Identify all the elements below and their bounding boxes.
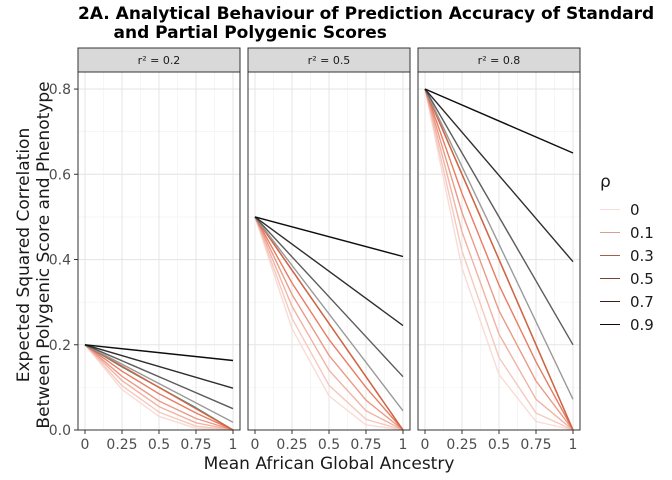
- x-tick-label: 0.25: [446, 437, 477, 453]
- y-tick-label: 0.2: [49, 338, 71, 354]
- legend-key: [600, 232, 620, 233]
- series-line: [84, 344, 234, 431]
- series-line: [424, 88, 574, 346]
- chart-title: 2A. Analytical Behaviour of Prediction A…: [78, 4, 655, 43]
- series-line: [424, 88, 574, 431]
- legend-key: [600, 209, 620, 210]
- legend-item: 0.3: [600, 244, 654, 267]
- facet-strip: [417, 47, 581, 73]
- legend-title: ρ: [600, 172, 611, 192]
- series-line: [424, 88, 574, 431]
- series-line: [254, 216, 404, 327]
- y-tick-label: 0.4: [49, 253, 71, 269]
- series-line: [254, 216, 404, 431]
- series-line: [424, 88, 574, 431]
- legend-item: 0.7: [600, 290, 654, 313]
- x-tick-label: 0.25: [106, 437, 137, 453]
- legend-item: 0.5: [600, 267, 654, 290]
- x-tick-label: 1: [229, 437, 238, 453]
- series-line: [424, 88, 574, 400]
- series-line: [84, 344, 234, 431]
- y-tick-label: 0.0: [49, 423, 71, 439]
- x-tick-label: 0: [251, 437, 260, 453]
- series-line: [424, 88, 574, 431]
- legend-label: 0.5: [630, 269, 654, 288]
- legend-key: [600, 255, 620, 256]
- y-tick-label: 0.8: [49, 82, 71, 98]
- y-axis-label: Expected Squared Correlation Between Pol…: [14, 81, 54, 429]
- series-line: [254, 216, 404, 431]
- series-line: [84, 344, 234, 362]
- series-line: [84, 344, 234, 389]
- series-line: [84, 344, 234, 431]
- legend-label: 0.7: [630, 292, 654, 311]
- series-line: [84, 344, 234, 431]
- y-tick-label: 0.6: [49, 167, 71, 183]
- legend-label: 0: [630, 200, 640, 219]
- x-tick-label: 0.75: [520, 437, 551, 453]
- series-line: [84, 344, 234, 423]
- legend-label: 0.1: [630, 223, 654, 242]
- x-tick-label: 0.5: [148, 437, 170, 453]
- legend-label: 0.3: [630, 246, 654, 265]
- legend-item: 0: [600, 198, 654, 221]
- facet-strip: [77, 47, 241, 73]
- legend: ρ 0 0.1 0.3 0.5 0.7 0.9: [600, 172, 654, 336]
- facet-strip-label: r² = 0.5: [308, 54, 351, 67]
- legend-item: 0.1: [600, 221, 654, 244]
- x-tick-label: 0.75: [180, 437, 211, 453]
- series-line: [424, 88, 574, 431]
- legend-label: 0.9: [630, 315, 654, 334]
- x-tick-label: 0.75: [350, 437, 381, 453]
- x-tick-label: 0.5: [318, 437, 340, 453]
- series-line: [424, 88, 574, 431]
- series-line: [424, 88, 574, 154]
- x-tick-label: 0: [421, 437, 430, 453]
- x-tick-label: 0: [81, 437, 90, 453]
- series-line: [254, 216, 404, 431]
- series-line: [254, 216, 404, 378]
- series-line: [84, 344, 234, 410]
- series-line: [254, 216, 404, 431]
- series-line: [254, 216, 404, 431]
- series-line: [84, 344, 234, 431]
- legend-key: [600, 278, 620, 279]
- series-line: [254, 216, 404, 412]
- legend-item: 0.9: [600, 313, 654, 336]
- facet-strip-label: r² = 0.2: [138, 54, 181, 67]
- legend-key: [600, 324, 620, 325]
- x-tick-label: 0.25: [276, 437, 307, 453]
- x-tick-label: 1: [569, 437, 578, 453]
- legend-key: [600, 301, 620, 302]
- series-line: [84, 344, 234, 431]
- facet-strip-label: r² = 0.8: [478, 54, 521, 67]
- x-axis-label: Mean African Global Ancestry: [203, 454, 455, 474]
- x-tick-label: 0.5: [488, 437, 510, 453]
- series-line: [254, 216, 404, 431]
- series-line: [254, 216, 404, 258]
- x-tick-label: 1: [399, 437, 408, 453]
- series-line: [424, 88, 574, 263]
